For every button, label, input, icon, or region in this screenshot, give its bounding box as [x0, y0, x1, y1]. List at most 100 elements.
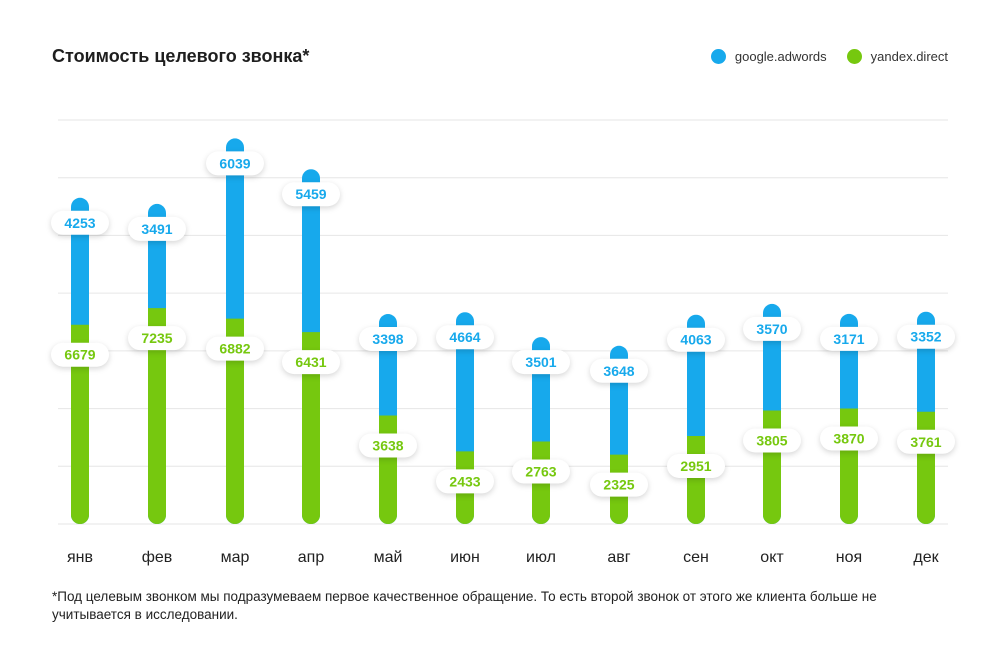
label-yandex-апр-pill	[282, 350, 340, 375]
label-google-сен-text: 4063	[680, 332, 711, 348]
legend: google.adwords yandex.direct	[710, 49, 948, 64]
bar-апр	[302, 169, 320, 524]
label-google-фев-text: 3491	[141, 221, 172, 237]
label-yandex-июн-text: 2433	[449, 473, 480, 489]
label-yandex-июн-pill	[436, 469, 494, 494]
label-google-июл: 3501	[512, 350, 570, 375]
x-tick-label: ноя	[836, 549, 862, 566]
bar-yandex-direct	[226, 318, 244, 524]
label-google-ноя-pill	[820, 326, 878, 351]
label-yandex-окт-pill	[743, 428, 801, 453]
label-google-сен: 4063	[667, 327, 725, 352]
x-tick-label: авг	[607, 549, 630, 566]
legend-label-google: google.adwords	[734, 49, 827, 64]
label-yandex-фев-pill	[128, 326, 186, 351]
label-google-апр-pill	[282, 182, 340, 207]
label-google-мар-pill	[206, 151, 264, 176]
label-google-дек: 3352	[897, 324, 955, 349]
label-google-авг-text: 3648	[603, 363, 634, 379]
label-google-сен-pill	[667, 327, 725, 352]
chart-title: Стоимость целевого звонка*	[52, 46, 310, 66]
label-yandex-авг-text: 2325	[603, 477, 634, 493]
x-tick-label: окт	[760, 549, 784, 566]
label-google-июл-text: 3501	[525, 354, 556, 370]
x-tick-label: июл	[526, 549, 556, 566]
label-yandex-ноя-pill	[820, 426, 878, 451]
x-tick-label: янв	[67, 549, 93, 566]
legend-dot-yandex	[846, 49, 862, 64]
label-yandex-мар-text: 6882	[219, 341, 250, 357]
bar-yandex-direct	[71, 324, 89, 524]
label-google-авг-pill	[590, 358, 648, 383]
label-google-фев: 3491	[128, 216, 186, 241]
footnote: *Под целевым звонком мы подразумеваем пе…	[52, 589, 877, 622]
bar-yandex-direct	[840, 408, 858, 524]
label-yandex-сен: 2951	[667, 453, 725, 478]
label-yandex-дек-pill	[897, 429, 955, 454]
label-yandex-авг-pill	[590, 472, 648, 497]
label-yandex-сен-text: 2951	[680, 458, 711, 474]
label-yandex-мар-pill	[206, 336, 264, 361]
label-google-май-text: 3398	[372, 331, 403, 347]
legend-item-google: google.adwords	[710, 49, 827, 64]
x-tick-label: июн	[450, 549, 480, 566]
label-google-окт-text: 3570	[756, 321, 787, 337]
x-tick-label: фев	[142, 549, 173, 566]
label-google-июн: 4664	[436, 325, 494, 350]
label-yandex-дек-text: 3761	[910, 434, 941, 450]
label-google-авг: 3648	[590, 358, 648, 383]
label-google-ноя-text: 3171	[833, 331, 864, 347]
x-tick-label: дек	[913, 549, 939, 566]
gridlines	[58, 119, 948, 525]
label-yandex-дек: 3761	[897, 429, 955, 454]
bar-yandex-direct	[379, 415, 397, 524]
label-yandex-янв-pill	[51, 342, 109, 367]
label-google-окт-pill	[743, 316, 801, 341]
label-google-мар-text: 6039	[219, 155, 250, 171]
label-google-май-pill	[359, 327, 417, 352]
label-yandex-фев: 7235	[128, 326, 186, 351]
bar-yandex-direct	[917, 411, 935, 524]
label-yandex-июн: 2433	[436, 469, 494, 494]
label-yandex-окт: 3805	[743, 428, 801, 453]
label-yandex-апр-text: 6431	[295, 354, 326, 370]
legend-label-yandex: yandex.direct	[870, 49, 948, 64]
label-yandex-ноя: 3870	[820, 426, 878, 451]
label-yandex-июл-pill	[512, 459, 570, 484]
label-google-окт: 3570	[743, 316, 801, 341]
label-google-фев-pill	[128, 216, 186, 241]
label-google-дек-text: 3352	[910, 329, 941, 345]
label-yandex-май-text: 3638	[372, 437, 403, 453]
label-yandex-апр: 6431	[282, 350, 340, 375]
label-google-июн-text: 4664	[449, 329, 480, 345]
label-yandex-июл-text: 2763	[525, 464, 556, 480]
label-google-янв-text: 4253	[64, 215, 95, 231]
x-tick-label: сен	[683, 549, 709, 566]
label-google-июн-pill	[436, 325, 494, 350]
label-yandex-май-pill	[359, 433, 417, 458]
label-google-янв: 4253	[51, 210, 109, 235]
bar-yandex-direct	[148, 308, 166, 524]
label-yandex-янв-text: 6679	[64, 347, 95, 363]
label-google-июл-pill	[512, 350, 570, 375]
label-yandex-сен-pill	[667, 453, 725, 478]
bar-фев	[148, 203, 166, 524]
label-google-мар: 6039	[206, 151, 264, 176]
label-google-ноя: 3171	[820, 326, 878, 351]
bar-yandex-direct	[763, 410, 781, 524]
label-yandex-мар: 6882	[206, 336, 264, 361]
legend-dot-google	[710, 49, 726, 64]
legend-item-yandex: yandex.direct	[846, 49, 948, 64]
label-yandex-ноя-text: 3870	[833, 431, 864, 447]
label-yandex-авг: 2325	[590, 472, 648, 497]
label-google-апр: 5459	[282, 182, 340, 207]
bar-yandex-direct	[302, 332, 320, 524]
label-google-дек-pill	[897, 324, 955, 349]
x-tick-label: май	[374, 549, 403, 566]
bar-мар	[226, 138, 244, 524]
label-google-апр-text: 5459	[295, 186, 326, 202]
label-yandex-янв: 6679	[51, 342, 109, 367]
label-google-май: 3398	[359, 327, 417, 352]
label-yandex-июл: 2763	[512, 459, 570, 484]
